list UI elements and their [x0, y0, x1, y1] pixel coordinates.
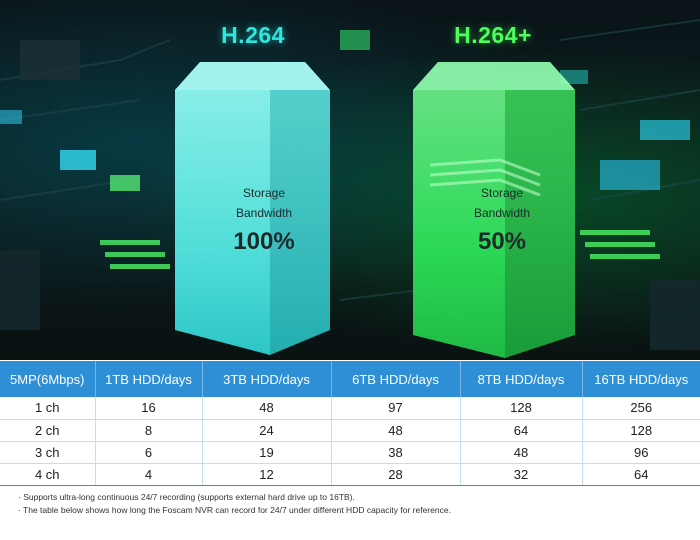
h264-title: H.264 — [221, 22, 285, 48]
table-cell: 6 — [95, 441, 203, 464]
table-cell: 48 — [202, 397, 332, 420]
table-cell: 24 — [202, 419, 332, 442]
table-cell: 64 — [460, 419, 583, 442]
table-cell: 32 — [460, 463, 583, 486]
header-6tb: 6TB HDD/days — [331, 361, 461, 397]
table-cell: 4 ch — [0, 463, 96, 486]
h264plus-label-bandwidth: Bandwidth — [473, 206, 531, 220]
header-16tb: 16TB HDD/days — [582, 361, 700, 397]
footnotes: · Supports ultra-long continuous 24/7 re… — [18, 491, 458, 517]
table-cell: 48 — [460, 441, 583, 464]
table-row: 1 ch 16 48 97 128 256 — [0, 397, 700, 420]
header-3tb: 3TB HDD/days — [202, 361, 332, 397]
table-cell: 16 — [95, 397, 203, 420]
table-row: 3 ch 6 19 38 48 96 — [0, 441, 700, 464]
footnote-item: · Supports ultra-long continuous 24/7 re… — [18, 492, 355, 502]
storage-comparison-banner: H.264 H.264+ Storage Bandwidth 100% Stor… — [0, 0, 700, 360]
header-1tb: 1TB HDD/days — [95, 361, 203, 397]
table-cell: 8 — [95, 419, 203, 442]
table-cell: 1 ch — [0, 397, 96, 420]
table-row: 4 ch 4 12 28 32 64 — [0, 463, 700, 486]
table-header-row: 5MP(6Mbps) 1TB HDD/days 3TB HDD/days 6TB… — [0, 361, 700, 397]
table-cell: 19 — [202, 441, 332, 464]
footnote-item: · The table below shows how long the Fos… — [18, 505, 451, 515]
h264-label-bandwidth: Bandwidth — [235, 206, 293, 220]
table-cell: 48 — [331, 419, 461, 442]
table-cell: 256 — [582, 397, 700, 420]
table-cell: 128 — [582, 419, 700, 442]
recording-days-table: 5MP(6Mbps) 1TB HDD/days 3TB HDD/days 6TB… — [0, 361, 700, 486]
h264-bandwidth-value: 100% — [233, 228, 295, 255]
table-cell: 2 ch — [0, 419, 96, 442]
table-row: 2 ch 8 24 48 64 128 — [0, 419, 700, 442]
table-cell: 64 — [582, 463, 700, 486]
table-cell: 3 ch — [0, 441, 96, 464]
h264-storage-panel: Storage Bandwidth 100% — [184, 183, 344, 259]
header-resolution: 5MP(6Mbps) — [0, 361, 96, 397]
circuit-board-background — [0, 19, 700, 358]
table-cell: 28 — [331, 463, 461, 486]
h264plus-bandwidth-value: 50% — [477, 228, 527, 255]
h264plus-label-storage: Storage — [480, 186, 524, 200]
table-cell: 12 — [202, 463, 332, 486]
table-cell: 96 — [582, 441, 700, 464]
header-8tb: 8TB HDD/days — [460, 361, 583, 397]
table-cell: 38 — [331, 441, 461, 464]
h264-label-storage: Storage — [242, 186, 286, 200]
table-cell: 97 — [331, 397, 461, 420]
table-cell: 4 — [95, 463, 203, 486]
h264plus-storage-panel: Storage Bandwidth 50% — [422, 183, 582, 259]
table-cell: 128 — [460, 397, 583, 420]
h264plus-title: H.264+ — [454, 22, 532, 48]
